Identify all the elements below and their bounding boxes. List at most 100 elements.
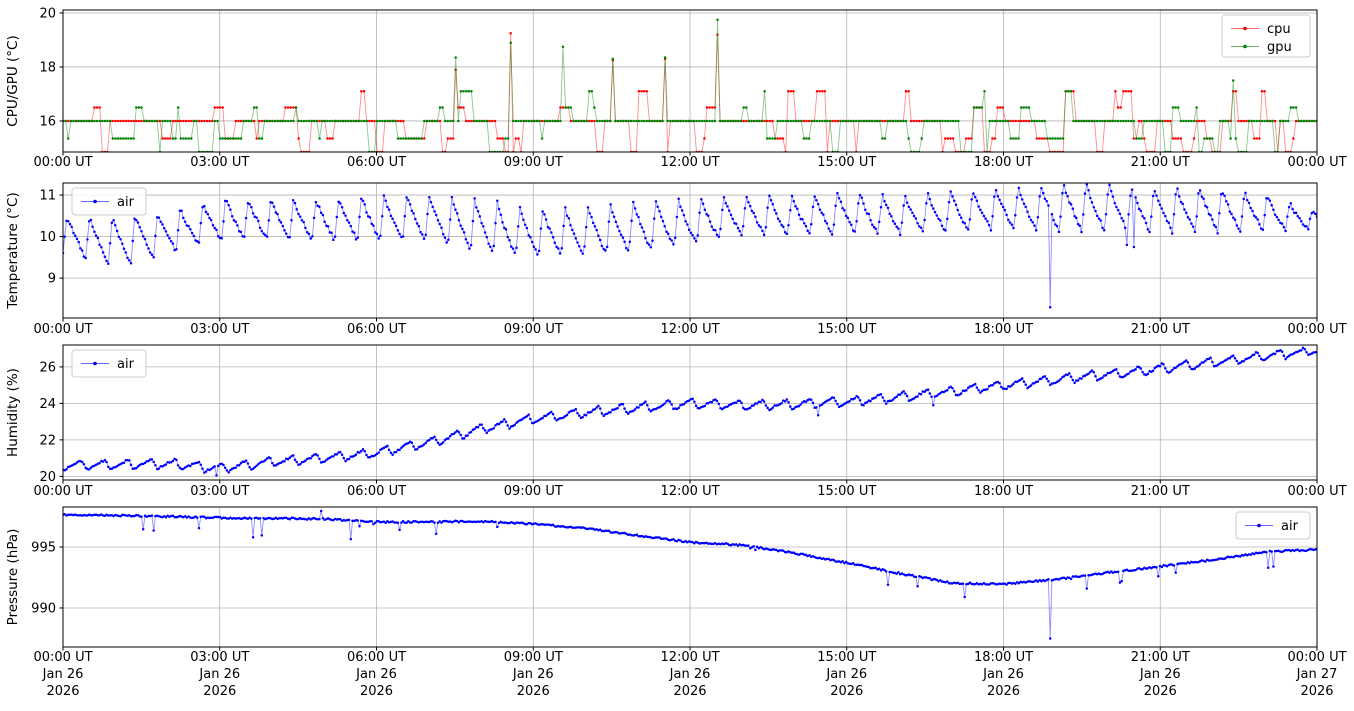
plot-area-humidity: [63, 346, 1317, 477]
panel-temperature: 00:00 UT 03:00 UT 06:00 UT 09:00 UT 12:00 UT…: [5, 182, 1347, 337]
x-tick-date-label: Jan 26: [198, 667, 240, 682]
x-tick-date-label: Jan 26: [982, 667, 1024, 682]
plot-area-temperature: [63, 183, 1317, 309]
legend-entry-label: gpu: [1267, 40, 1292, 55]
legend-entry-air: air: [81, 195, 135, 210]
legend-marker-sample: [1243, 26, 1247, 31]
x-tick-year-label: 2026: [46, 684, 79, 699]
y-tick-label: 9: [48, 272, 56, 287]
y-tick-label: 995: [31, 541, 56, 556]
legend-box: [1221, 14, 1311, 58]
x-tick-label: 03:00 UT: [190, 322, 249, 337]
legend-humidity: air: [71, 349, 147, 378]
x-tick-label: 12:00 UT: [660, 155, 719, 170]
x-tick-label: 18:00 UT: [974, 155, 1033, 170]
legend-marker-sample: [93, 361, 97, 366]
x-tick-year-label: 2026: [830, 684, 863, 699]
x-tick-label: 00:00 UT: [1287, 322, 1346, 337]
x-tick-label: 18:00 UT: [974, 322, 1033, 337]
x-tick-label: 15:00 UT: [817, 322, 876, 337]
x-tick-date-label: Jan 26: [1139, 667, 1181, 682]
x-tick-label: 00:00 UT: [33, 155, 92, 170]
x-tick-label: 00:00 UT: [33, 322, 92, 337]
y-tick-label: 20: [39, 6, 56, 21]
legend-pressure: air: [1235, 511, 1311, 540]
x-tick-label: 21:00 UT: [1131, 155, 1190, 170]
x-tick-label: 12:00 UT: [660, 650, 719, 665]
legend-entry-gpu: gpu: [1231, 40, 1292, 55]
legend-temperature: air: [71, 187, 147, 216]
x-tick-label: 09:00 UT: [504, 155, 563, 170]
y-tick-label: 11: [39, 189, 56, 204]
ylabel-humidity: Humidity (%): [5, 368, 21, 457]
legend-entry-label: cpu: [1267, 22, 1291, 37]
legend-entry-label: air: [117, 195, 135, 210]
x-tick-label: 06:00 UT: [347, 322, 406, 337]
x-tick-year-label: 2026: [203, 684, 236, 699]
x-tick-date-label: Jan 26: [825, 667, 867, 682]
legend-entry-air: air: [81, 357, 135, 372]
series-air-markers-humidity: [63, 346, 1317, 477]
legend-entry-cpu: cpu: [1231, 22, 1291, 37]
ylabel-temperature: Temperature (°C): [5, 192, 21, 310]
panel-humidity: 00:00 UT 03:00 UT 06:00 UT 09:00 UT 12:00 UT…: [5, 344, 1347, 499]
x-tick-label: 00:00 UT: [1287, 650, 1346, 665]
x-tick-label: 09:00 UT: [504, 650, 563, 665]
x-tick-year-label: 2026: [987, 684, 1020, 699]
x-tick-label: 15:00 UT: [817, 650, 876, 665]
x-tick-date-label: Jan 26: [42, 667, 84, 682]
x-tick-label: 15:00 UT: [817, 155, 876, 170]
x-tick-label: 21:00 UT: [1131, 322, 1190, 337]
legend-marker-sample: [1257, 523, 1261, 528]
x-tick-label: 09:00 UT: [504, 484, 563, 499]
ylabel-cpu_gpu: CPU/GPU (°C): [5, 35, 21, 126]
series-air-markers-temperature: [63, 183, 1317, 309]
x-tick-date-label: Jan 27: [1296, 667, 1338, 682]
legend-entry-label: air: [117, 357, 135, 372]
y-tick-label: 18: [39, 60, 56, 75]
y-tick-label: 16: [39, 114, 56, 129]
ylabel-pressure: Pressure (hPa): [5, 529, 21, 626]
y-tick-label: 10: [39, 230, 56, 245]
panel-pressure: 00:00 UT Jan 26 2026 03:00 UT Jan 26 2026 06:0…: [5, 506, 1347, 699]
x-tick-label: 00:00 UT: [1287, 484, 1346, 499]
legend-entry-air: air: [1245, 519, 1299, 534]
x-tick-label: 09:00 UT: [504, 322, 563, 337]
x-tick-label: 03:00 UT: [190, 650, 249, 665]
x-tick-label: 00:00 UT: [33, 650, 92, 665]
y-tick-label: 990: [31, 601, 56, 616]
series-gpu-markers-cpu_gpu: [63, 18, 1317, 152]
x-tick-year-label: 2026: [1144, 684, 1177, 699]
x-tick-label: 00:00 UT: [1287, 155, 1346, 170]
legend-entry-label: air: [1281, 519, 1299, 534]
y-tick-label: 22: [39, 433, 56, 448]
y-tick-label: 26: [39, 360, 56, 375]
series-air-markers-pressure: [63, 509, 1317, 640]
legend-cpu_gpu: cpu gpu: [1221, 14, 1311, 58]
x-tick-date-label: Jan 26: [355, 667, 397, 682]
panel-cpu_gpu: 00:00 UT 03:00 UT 06:00 UT 09:00 UT 12:00 UT…: [5, 6, 1347, 170]
x-tick-label: 00:00 UT: [33, 484, 92, 499]
x-tick-label: 06:00 UT: [347, 650, 406, 665]
y-tick-label: 20: [39, 470, 56, 485]
x-tick-date-label: Jan 26: [669, 667, 711, 682]
plot-area-pressure: [63, 509, 1317, 640]
x-tick-label: 03:00 UT: [190, 484, 249, 499]
x-tick-label: 06:00 UT: [347, 155, 406, 170]
x-tick-date-label: Jan 26: [512, 667, 554, 682]
x-tick-label: 12:00 UT: [660, 322, 719, 337]
x-tick-label: 18:00 UT: [974, 484, 1033, 499]
legend-marker-sample: [93, 199, 97, 204]
x-tick-year-label: 2026: [360, 684, 393, 699]
x-tick-label: 06:00 UT: [347, 484, 406, 499]
plot-area-cpu_gpu: [63, 18, 1317, 152]
x-tick-label: 18:00 UT: [974, 650, 1033, 665]
x-tick-year-label: 2026: [673, 684, 706, 699]
x-tick-year-label: 2026: [517, 684, 550, 699]
x-tick-label: 03:00 UT: [190, 155, 249, 170]
x-tick-label: 15:00 UT: [817, 484, 876, 499]
y-tick-label: 24: [39, 397, 56, 412]
x-tick-label: 21:00 UT: [1131, 484, 1190, 499]
